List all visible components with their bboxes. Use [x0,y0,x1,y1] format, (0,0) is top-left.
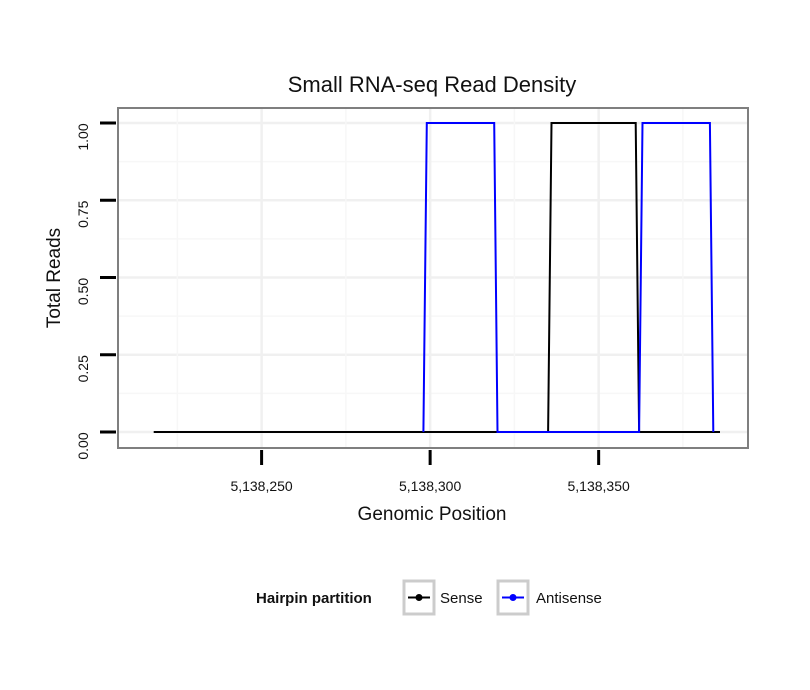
x-tick-label: 5,138,350 [568,478,630,494]
y-tick-label: 0.50 [75,278,91,305]
grid-lines [118,108,748,448]
legend-item-sense: Sense [402,579,483,616]
series-line-antisense [422,122,715,433]
legend-title: Hairpin partition [256,590,372,607]
y-tick-label: 0.75 [75,200,91,227]
y-tick-label: 0.25 [75,355,91,382]
legend-label: Antisense [536,590,602,607]
y-tick-label: 0.00 [75,432,91,459]
y-tick-label: 1.00 [75,123,91,150]
y-axis: 0.00 0.25 0.50 0.75 1.00 [75,121,116,460]
legend-key-point [415,594,423,601]
series-line-sense [153,122,720,433]
x-axis-title: Genomic Position [358,504,507,525]
y-axis-title: Total Reads [44,228,65,328]
x-tick-label: 5,138,250 [230,478,292,494]
legend-label: Sense [440,590,483,607]
legend-key-point [509,594,517,601]
legend-item-antisense: Antisense [496,579,602,616]
chart-title: Small RNA-seq Read Density [288,72,577,97]
plot-border [117,107,749,449]
series-layer [153,122,720,433]
x-axis: 5,138,250 5,138,300 5,138,350 [230,450,630,494]
legend: Hairpin partition Sense Antisense [256,579,602,616]
x-tick-label: 5,138,300 [399,478,461,494]
